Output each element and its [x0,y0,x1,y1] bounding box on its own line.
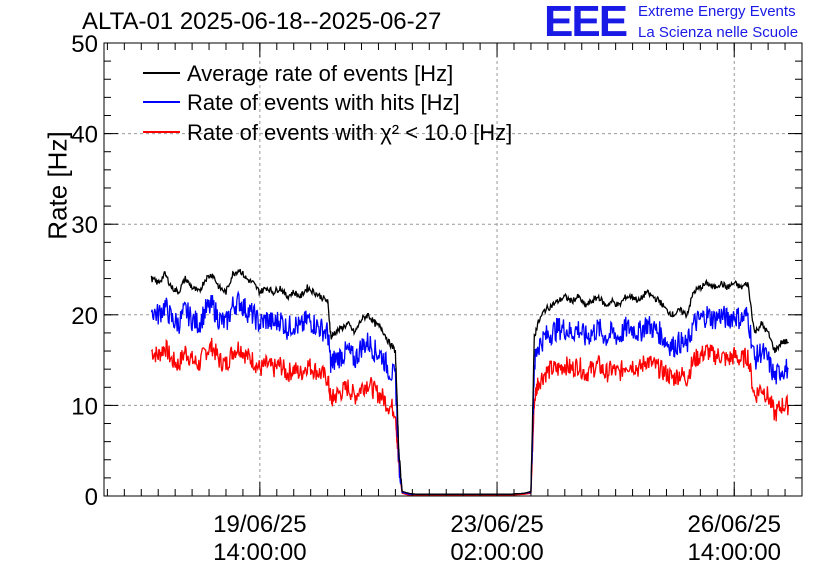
y-tick-label: 40 [71,122,98,149]
logo-line-2: La Scienza nelle Scuole [638,24,799,41]
legend-label-0: Average rate of events [Hz] [187,61,453,86]
eee-logo: EEE [544,0,628,46]
axis-ticks: 0102030405019/06/2514:00:0023/06/2502:00… [71,31,803,566]
series-line-1 [150,290,789,495]
y-tick-label: 50 [71,31,98,58]
legend-label-2: Rate of events with χ² < 10.0 [Hz] [187,120,512,145]
y-tick-label: 10 [71,393,98,420]
x-tick-label-time: 14:00:00 [213,539,306,566]
y-tick-label: 30 [71,212,98,239]
x-tick-label-time: 14:00:00 [688,539,781,566]
logo-line-1: Extreme Energy Events [638,3,796,20]
series-lines [150,268,790,496]
y-axis-label: Rate [Hz] [42,131,73,240]
chart-title: ALTA-01 2025-06-18--2025-06-27 [82,8,442,35]
series-line-0 [150,268,789,495]
series-line-2 [150,337,790,496]
y-tick-label: 20 [71,303,98,330]
x-tick-label-date: 19/06/25 [213,511,306,538]
legend-label-1: Rate of events with hits [Hz] [187,90,460,115]
x-tick-label-date: 23/06/25 [450,511,543,538]
x-tick-label-time: 02:00:00 [450,539,543,566]
x-tick-label-date: 26/06/25 [688,511,781,538]
y-tick-label: 0 [85,484,98,511]
legend: Average rate of events [Hz] Rate of event… [143,61,512,145]
plot-frame [103,42,803,497]
